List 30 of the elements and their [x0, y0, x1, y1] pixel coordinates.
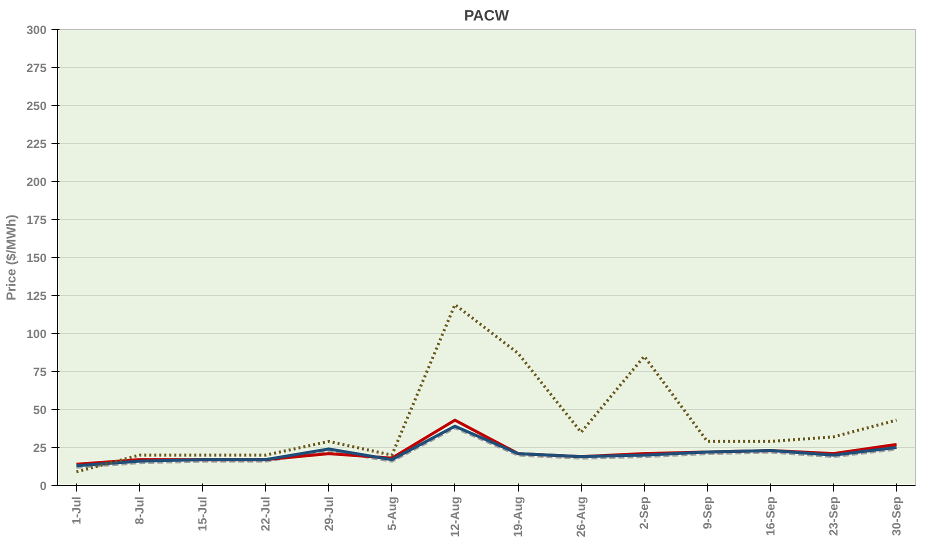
- y-tick-label: 0: [40, 479, 47, 493]
- y-tick-label: 225: [26, 137, 47, 151]
- chart-title: PACW: [464, 8, 510, 24]
- x-tick-label: 23-Sep: [826, 496, 840, 536]
- x-tick-label: 26-Aug: [574, 496, 588, 538]
- x-tick-label: 2-Sep: [637, 496, 652, 530]
- y-tick-label: 50: [33, 403, 47, 417]
- y-tick-label: 25: [33, 441, 47, 455]
- y-tick-label: 300: [26, 23, 47, 37]
- x-tick-label: 22-Jul: [258, 496, 273, 532]
- x-tick-label: 1-Jul: [69, 496, 84, 525]
- x-tick-label: 9-Sep: [700, 496, 714, 530]
- x-tick-label: 29-Jul: [322, 496, 336, 532]
- x-tick-label: 16-Sep: [763, 496, 778, 536]
- x-tick-label: 19-Aug: [511, 496, 526, 538]
- y-tick-label: 200: [26, 175, 47, 189]
- x-tick-label: 5-Aug: [384, 496, 399, 530]
- y-tick-label: 125: [26, 289, 47, 303]
- y-tick-label: 250: [26, 99, 47, 113]
- y-axis-title: Price ($/MWh): [3, 214, 18, 300]
- x-tick-label: 15-Jul: [196, 496, 210, 532]
- x-tick-label: 30-Sep: [890, 496, 904, 536]
- y-tick-label: 75: [33, 365, 47, 379]
- y-tick-label: 100: [26, 327, 47, 341]
- y-tick-label: 150: [26, 251, 47, 265]
- x-tick-label: 12-Aug: [448, 496, 462, 538]
- line-series: [74, 303, 898, 474]
- y-tick-label: 275: [26, 61, 47, 75]
- x-tick-label: 8-Jul: [132, 496, 147, 525]
- y-tick-label: 175: [26, 213, 47, 227]
